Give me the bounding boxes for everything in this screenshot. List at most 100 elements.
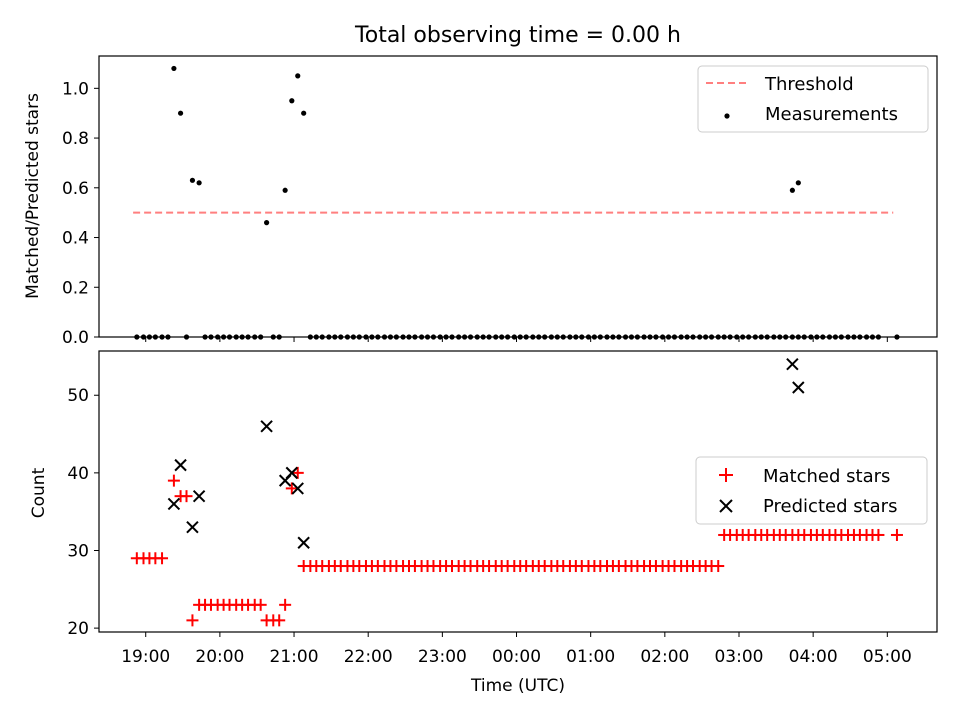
measurement-point [276,334,282,340]
measurement-point [480,334,486,340]
measurement-point [183,334,190,340]
legend-matched-label: Matched stars [763,466,890,487]
measurement-point [740,334,746,340]
measurement-point [418,334,425,340]
measurement-point [789,334,795,340]
legend-predicted-label: Predicted stars [763,496,897,517]
measurement-point [437,334,443,340]
measurement-point [387,334,394,340]
matched-star-point [872,528,885,541]
measurement-point [393,334,399,340]
measurement-point [567,334,573,340]
measurement-point [727,334,733,340]
measurement-point [708,334,715,340]
legend-matched-swatch [719,468,733,482]
measurement-point [820,334,826,340]
measurement-point [795,334,801,340]
measurement-point [356,334,362,340]
bottom-y-tick-label: 30 [67,541,89,561]
measurement-point [597,334,603,340]
predicted-star-point [186,521,199,534]
measurement-point [319,334,325,340]
predicted-star-point [297,536,310,549]
measurement-point [548,334,554,340]
measurement-point [313,334,319,340]
measurement-point [536,334,542,340]
measurement-point [869,334,876,340]
measurement-point [462,334,468,340]
measurement-point [202,334,208,340]
measurement-point [671,334,678,340]
x-tick-label: 04:00 [789,647,838,667]
measurement-point [758,334,764,340]
matched-star-point [730,528,743,541]
x-tick-label: 00:00 [492,647,541,667]
measurement-point [560,334,566,340]
measurement-point [665,334,672,340]
measurement-point [146,334,153,340]
measurement-point [721,334,727,340]
measurement-point [678,334,684,340]
measurement-point [208,334,214,340]
top-y-tick-label: 0.2 [62,278,89,298]
measurement-point [808,334,814,340]
measurement-point [264,220,270,226]
measurement-point [795,180,801,186]
measurement-point [585,334,592,340]
predicted-star-point [786,357,799,371]
measurement-point [252,334,258,340]
measurement-point [226,334,233,340]
measurement-point [289,98,295,104]
measurement-point [530,334,536,340]
measurement-point [814,334,820,340]
measurement-point [734,334,740,340]
matched-star-point [180,490,193,503]
predicted-star-point [291,482,304,495]
measurement-point [239,334,245,340]
measurement-point [307,334,313,340]
top-axes: 0.0 0.2 0.4 0.6 0.8 1.0 Matched/Predicted sta… [23,55,938,348]
measurement-point [777,334,783,340]
measurement-point [591,334,597,340]
x-tick-label: 22:00 [344,647,393,667]
measurement-point [369,334,375,340]
measurement-point [152,334,158,340]
bottom-y-tick-label: 20 [67,619,89,639]
measurement-point [449,334,455,340]
x-tick-label: 03:00 [714,647,763,667]
measurement-point [641,334,647,340]
measurement-point [424,334,431,340]
matched-star-point [273,614,286,627]
measurement-point [610,334,616,340]
measurement-point [220,334,227,340]
measurement-point [771,334,777,340]
matched-star-point [285,482,298,495]
measurement-point [622,334,629,340]
matched-star-point [890,528,903,541]
measurement-point [350,334,356,340]
x-tick-label: 20:00 [195,647,244,667]
measurement-point [140,334,147,340]
top-y-ticks: 0.0 0.2 0.4 0.6 0.8 1.0 [62,79,99,348]
measurement-point [270,334,276,340]
predicted-stars-points [167,357,805,549]
measurement-point [301,110,307,116]
measurement-point [660,334,666,340]
top-y-tick-label: 0.0 [62,328,89,348]
measurement-point [826,334,833,340]
bottom-legend: Matched stars Predicted stars [695,456,928,525]
predicted-star-point [285,466,299,480]
legend-threshold-label: Threshold [764,74,854,95]
measurement-point [838,334,844,340]
top-x-ticks [145,337,888,342]
measurement-point [189,177,196,183]
measurement-point [295,73,301,79]
measurement-point [789,187,795,193]
top-y-tick-label: 1.0 [62,79,89,99]
measurement-point [517,334,523,340]
measurement-point [165,334,171,340]
predicted-star-point [792,381,805,394]
measurement-point [851,334,857,340]
top-y-tick-label: 0.8 [62,129,89,149]
measurement-point [486,334,492,340]
